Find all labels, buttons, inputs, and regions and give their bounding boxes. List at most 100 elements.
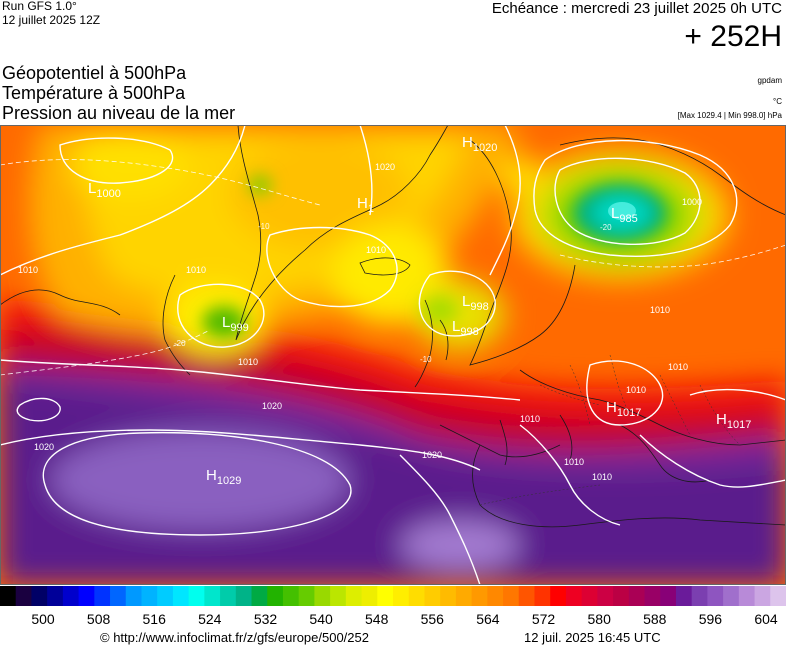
isobar-label: 1000 [682,197,702,207]
title-pressure: Pression au niveau de la mer [2,103,236,123]
pressure-center-low: L985 [611,205,638,225]
color-scale-swatch [503,586,520,606]
color-scale-swatch [251,586,268,606]
color-scale-swatch [550,586,567,606]
color-scale-ticks: 500 508 516 524 532 540 548 556 564 572 580 588 596 6… [31,611,778,627]
isobar-labels: 1010 1010 1020 1020 1010 1020 1010 1010 … [18,162,702,482]
color-scale-swatch [345,586,363,606]
color-scale-swatch [220,586,237,606]
color-scale-swatch [0,586,17,606]
color-scale-swatch [330,586,347,606]
color-scale-swatch [487,586,504,606]
color-scale-tick: 540 [309,611,333,627]
isobar-label: 1010 [520,414,540,424]
color-scale-swatch [361,586,378,606]
isobar-label: 1010 [626,385,646,395]
isobar-label: 1010 [650,305,670,315]
color-scale-tick: 596 [699,611,723,627]
title-temperature: Température à 500hPa [2,83,186,103]
color-scale-swatch [581,586,598,606]
isobar-label: 1020 [375,162,395,172]
unit-geopotential: gpdam [757,76,782,85]
pressure-center-low: L998 [452,318,479,338]
forecast-valid-time: Echéance : mercredi 23 juillet 2025 0h U… [491,0,782,17]
pressure-center-high: H1017 [606,399,641,419]
color-scale-swatch [691,586,708,606]
color-scale-swatch [314,586,331,606]
color-scale-swatch [298,586,315,606]
pressure-centers: L1000 H1020 H1 L985 L999 L998 L998 H1017… [88,134,751,487]
pressure-center-high: H1020 [462,134,497,154]
color-scale-swatch [235,586,253,606]
color-scale-swatch [644,586,661,606]
color-scale-swatch [723,586,740,606]
color-scale-tick: 524 [198,611,222,627]
color-scale-swatch [518,586,536,606]
color-scale-tick: 516 [143,611,167,627]
color-scale-swatch [440,586,457,606]
color-scale-swatch [94,586,111,606]
title-geopotential: Géopotentiel à 500hPa [2,63,187,83]
unit-pressure-range: [Max 1029.4 | Min 998.0] hPa [677,111,782,120]
isobar-label: 1010 [18,265,38,275]
color-scale-tick: 548 [365,611,389,627]
isobar-label: 1010 [186,265,206,275]
color-scale-swatch [110,586,127,606]
color-scale-swatch [613,586,630,606]
temperature-labels: -20 -10 -10 -20 [174,222,612,364]
color-scale-swatch [628,586,646,606]
isobar-label: 1010 [592,472,612,482]
isobars [0,125,786,585]
borders [479,354,741,506]
footer-generated: 12 juil. 2025 16:45 UTC [524,630,661,645]
color-scale-swatch [675,586,693,606]
color-scale-tick: 564 [476,611,500,627]
color-scale-tick: 500 [31,611,55,627]
color-scale-tick: 580 [588,611,612,627]
color-scale-swatch [62,586,80,606]
color-scale-swatch [282,586,300,606]
color-scale-swatch [15,586,33,606]
color-scale-swatch [738,586,756,606]
color-scale-swatch [78,586,95,606]
pressure-center-high: H1 [357,195,374,215]
pressure-center-low: L1000 [88,180,121,200]
forecast-horizon: + 252H [684,20,782,53]
color-scale-swatch [754,586,771,606]
color-scale-swatch [141,586,158,606]
color-scale-swatch [534,586,551,606]
temperature-label: -10 [258,222,270,231]
color-scale-swatch [125,586,143,606]
color-scale-swatches [0,586,786,606]
isobar-label: 1010 [366,245,386,255]
color-scale-swatch [424,586,441,606]
color-scale-tick: 556 [421,611,445,627]
unit-temperature: °C [773,97,782,106]
color-scale-swatch [157,586,174,606]
color-scale-swatch [455,586,473,606]
color-scale-swatch [597,586,614,606]
pressure-center-high: H1029 [206,467,241,487]
coastlines [0,125,786,528]
color-scale-swatch [204,586,221,606]
color-scale-tick: 572 [532,611,556,627]
color-scale-swatch [47,586,64,606]
isobar-label: 1020 [262,401,282,411]
color-scale-swatch [393,586,410,606]
color-scale-tick: 588 [643,611,667,627]
color-scale: 500 508 516 524 532 540 548 556 564 572 580 588 596 6… [0,586,786,627]
temperature-label: -20 [174,339,186,348]
temperature-isotherms [0,159,786,376]
footer-source: © http://www.infoclimat.fr/z/gfs/europe/… [100,630,369,645]
isobar-label: 1020 [34,442,54,452]
pressure-center-low: L999 [222,314,249,334]
color-scale-tick: 508 [87,611,111,627]
temperature-label: -20 [600,223,612,232]
color-scale-swatch [770,586,786,606]
color-scale-tick: 532 [254,611,278,627]
color-scale-swatch [267,586,284,606]
run-date: 12 juillet 2025 12Z [2,13,101,27]
isobar-label: 1010 [238,357,258,367]
temperature-label: -10 [420,355,432,364]
color-scale-swatch [565,586,583,606]
